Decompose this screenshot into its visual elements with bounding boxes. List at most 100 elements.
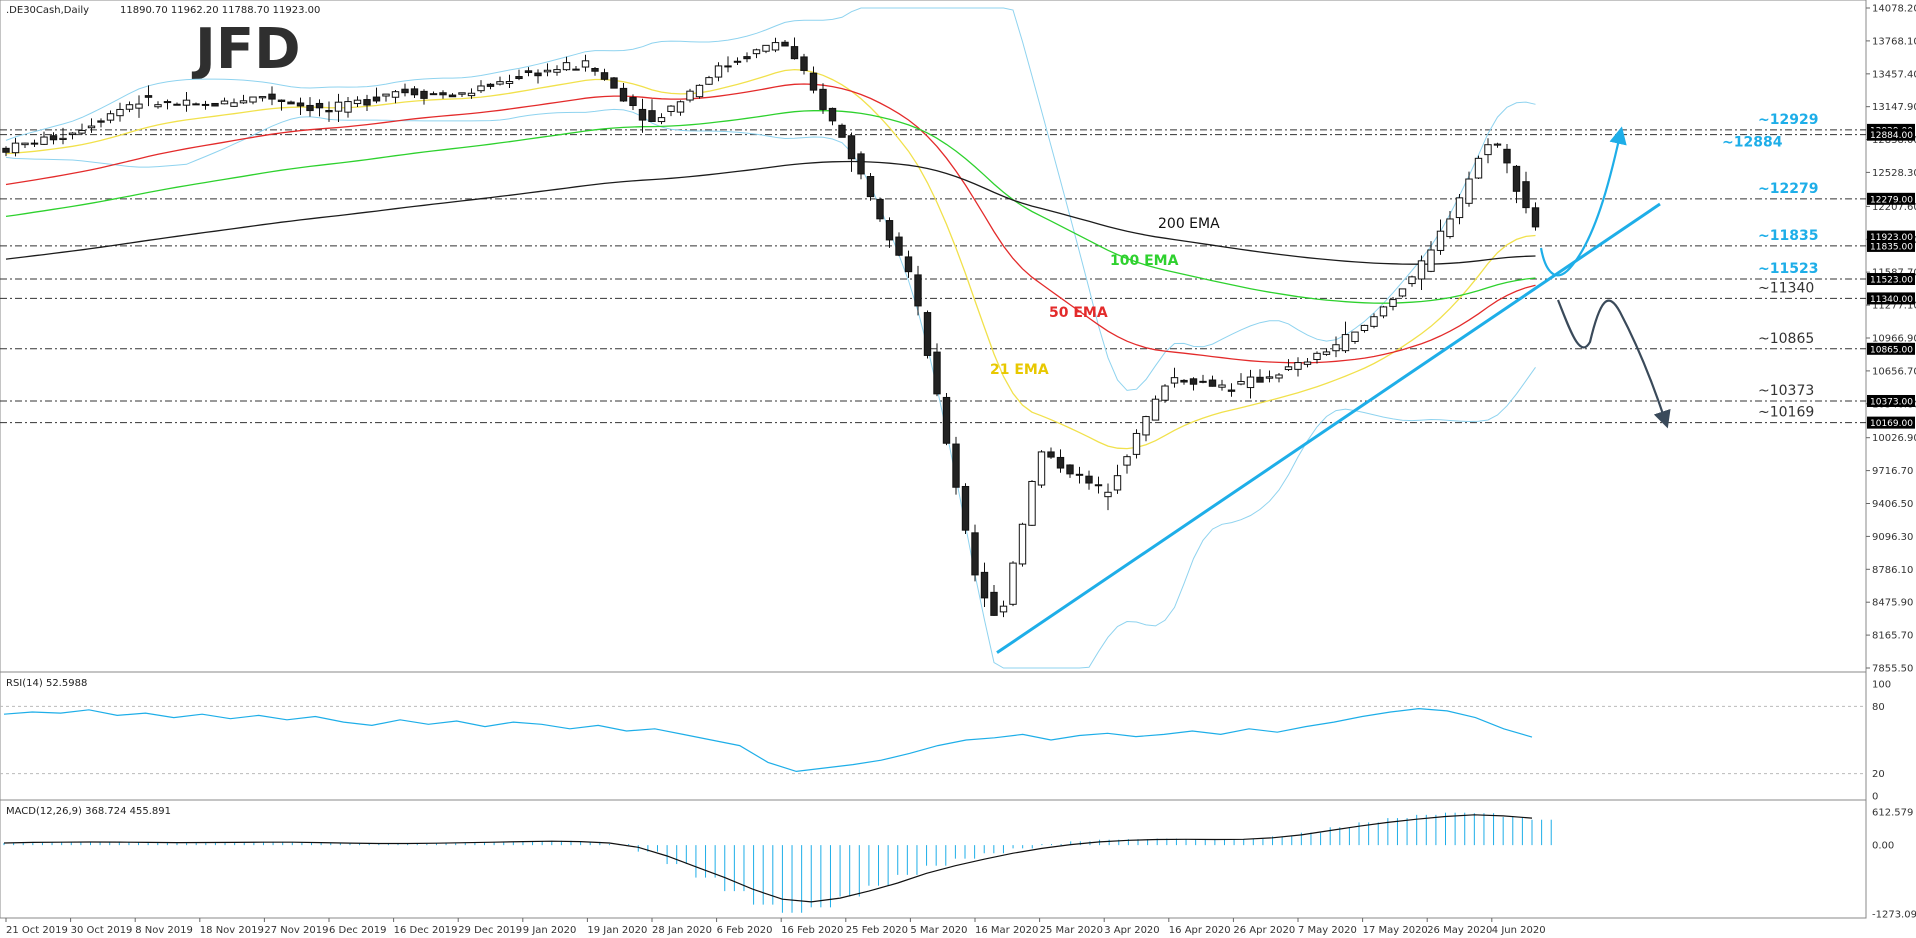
candle-down (1503, 148, 1511, 164)
candle-down (363, 99, 371, 106)
candle-up (1436, 230, 1445, 251)
x-tick-label: 27 Nov 2019 (264, 925, 328, 936)
x-tick-label: 25 Mar 2020 (1040, 925, 1103, 936)
macd-tick-label: 612.579 (1872, 808, 1913, 819)
level-price-box-label: 11835.00 (1870, 242, 1913, 252)
candle-up (87, 125, 96, 129)
candle-up (40, 136, 48, 145)
level-label: ~12929 (1758, 112, 1818, 128)
macd-title: MACD(12,26,9) 368.724 455.891 (6, 806, 171, 817)
level-price-box (1867, 416, 1915, 429)
rsi-indicator: 100 80 20 0 (0, 680, 1891, 803)
candle-up (1237, 380, 1245, 385)
forecast-down-arrow (1556, 299, 1671, 429)
candle-up (1028, 480, 1036, 526)
macd-tick-label: 0.00 (1872, 841, 1894, 852)
candle-up (1009, 562, 1017, 605)
candle-up (106, 113, 115, 121)
candle-up (1284, 366, 1293, 371)
y-tick-label: 9406.50 (1872, 499, 1913, 510)
candle-up (1170, 377, 1179, 384)
x-tick-label: 16 Feb 2020 (781, 925, 843, 936)
candle-down (325, 109, 333, 113)
panel-frames (0, 0, 1867, 919)
candle-down (809, 72, 818, 91)
candle-down (619, 87, 628, 102)
x-tick-label: 18 Nov 2019 (200, 925, 264, 936)
macd-signal-line (3, 814, 1533, 903)
level-price-box (1867, 239, 1915, 252)
level-price-box-label: 12279.00 (1870, 195, 1913, 205)
candle-up (458, 92, 466, 95)
x-tick-label: 4 Jun 2020 (1492, 925, 1546, 936)
candle-up (705, 77, 713, 85)
rsi-panel-frame (0, 671, 1867, 801)
macd-indicator: 612.579 0.00 -1273.091 (3, 808, 1916, 921)
x-tick-label: 8 Nov 2019 (135, 925, 193, 936)
candle-up (1018, 523, 1027, 565)
candle-down (534, 72, 542, 77)
rsi-line (3, 707, 1533, 773)
candle-down (961, 485, 970, 531)
level-price-box (1867, 292, 1915, 305)
candle-up (771, 42, 780, 51)
candle-up (1398, 288, 1407, 297)
candle-down (781, 41, 789, 47)
y-tick-label: 8786.10 (1872, 565, 1913, 576)
jfd-logo: JFD (191, 17, 301, 82)
candle-up (1313, 352, 1321, 360)
candle-down (144, 95, 153, 98)
x-tick-label: 29 Dec 2019 (458, 925, 522, 936)
forecast-arrows (1539, 126, 1671, 429)
candle-up (1332, 344, 1340, 352)
candle-down (1522, 181, 1530, 209)
candle-down (410, 88, 419, 96)
candle-up (714, 65, 723, 78)
x-tick-label: 19 Jan 2020 (587, 925, 647, 936)
candle-down (439, 92, 447, 96)
candle-up (201, 103, 210, 106)
candle-up (1379, 306, 1388, 317)
candle-up (762, 44, 770, 52)
candle-down (315, 102, 324, 109)
candle-up (467, 92, 476, 97)
ema-lines (5, 68, 1536, 450)
level-label: ~11835 (1758, 228, 1818, 244)
candle-up (657, 117, 666, 123)
candle-up (695, 84, 704, 98)
level-label: ~10169 (1758, 405, 1814, 421)
y-tick-label: 13457.40 (1872, 69, 1916, 80)
candle-up (21, 142, 29, 146)
level-price-box-label: 10373.00 (1870, 397, 1913, 407)
candle-down (401, 88, 409, 94)
candle-down (1180, 379, 1188, 383)
chart-title: .DE30Cash,Daily (6, 5, 89, 16)
candle-up (1161, 385, 1169, 401)
candle-down (591, 68, 599, 72)
candle-up (1113, 475, 1122, 491)
candle-up (68, 132, 77, 136)
ema100-line (5, 109, 1536, 304)
ema50-label: 50 EMA (1049, 305, 1108, 321)
candle-down (448, 94, 457, 98)
x-tick-label: 17 May 2020 (1363, 925, 1428, 936)
candle-down (524, 70, 533, 73)
candle-up (344, 101, 352, 113)
candle-up (258, 96, 267, 99)
candle-down (600, 72, 609, 80)
candle-down (933, 351, 941, 395)
candle-up (1303, 361, 1312, 365)
candle-down (1094, 484, 1103, 487)
y-tick-label: 13768.10 (1872, 36, 1916, 47)
candle-down (372, 96, 381, 102)
candle-down (971, 532, 979, 576)
candle-up (1446, 218, 1454, 238)
candle-up (667, 105, 675, 112)
candle-down (1256, 376, 1264, 383)
candle-down (904, 256, 913, 273)
candle-up (382, 93, 390, 97)
x-tick-label: 9 Jan 2020 (523, 925, 577, 936)
x-tick-label: 5 Mar 2020 (910, 925, 967, 936)
candle-down (429, 93, 438, 96)
x-tick-label: 21 Oct 2019 (6, 925, 68, 936)
